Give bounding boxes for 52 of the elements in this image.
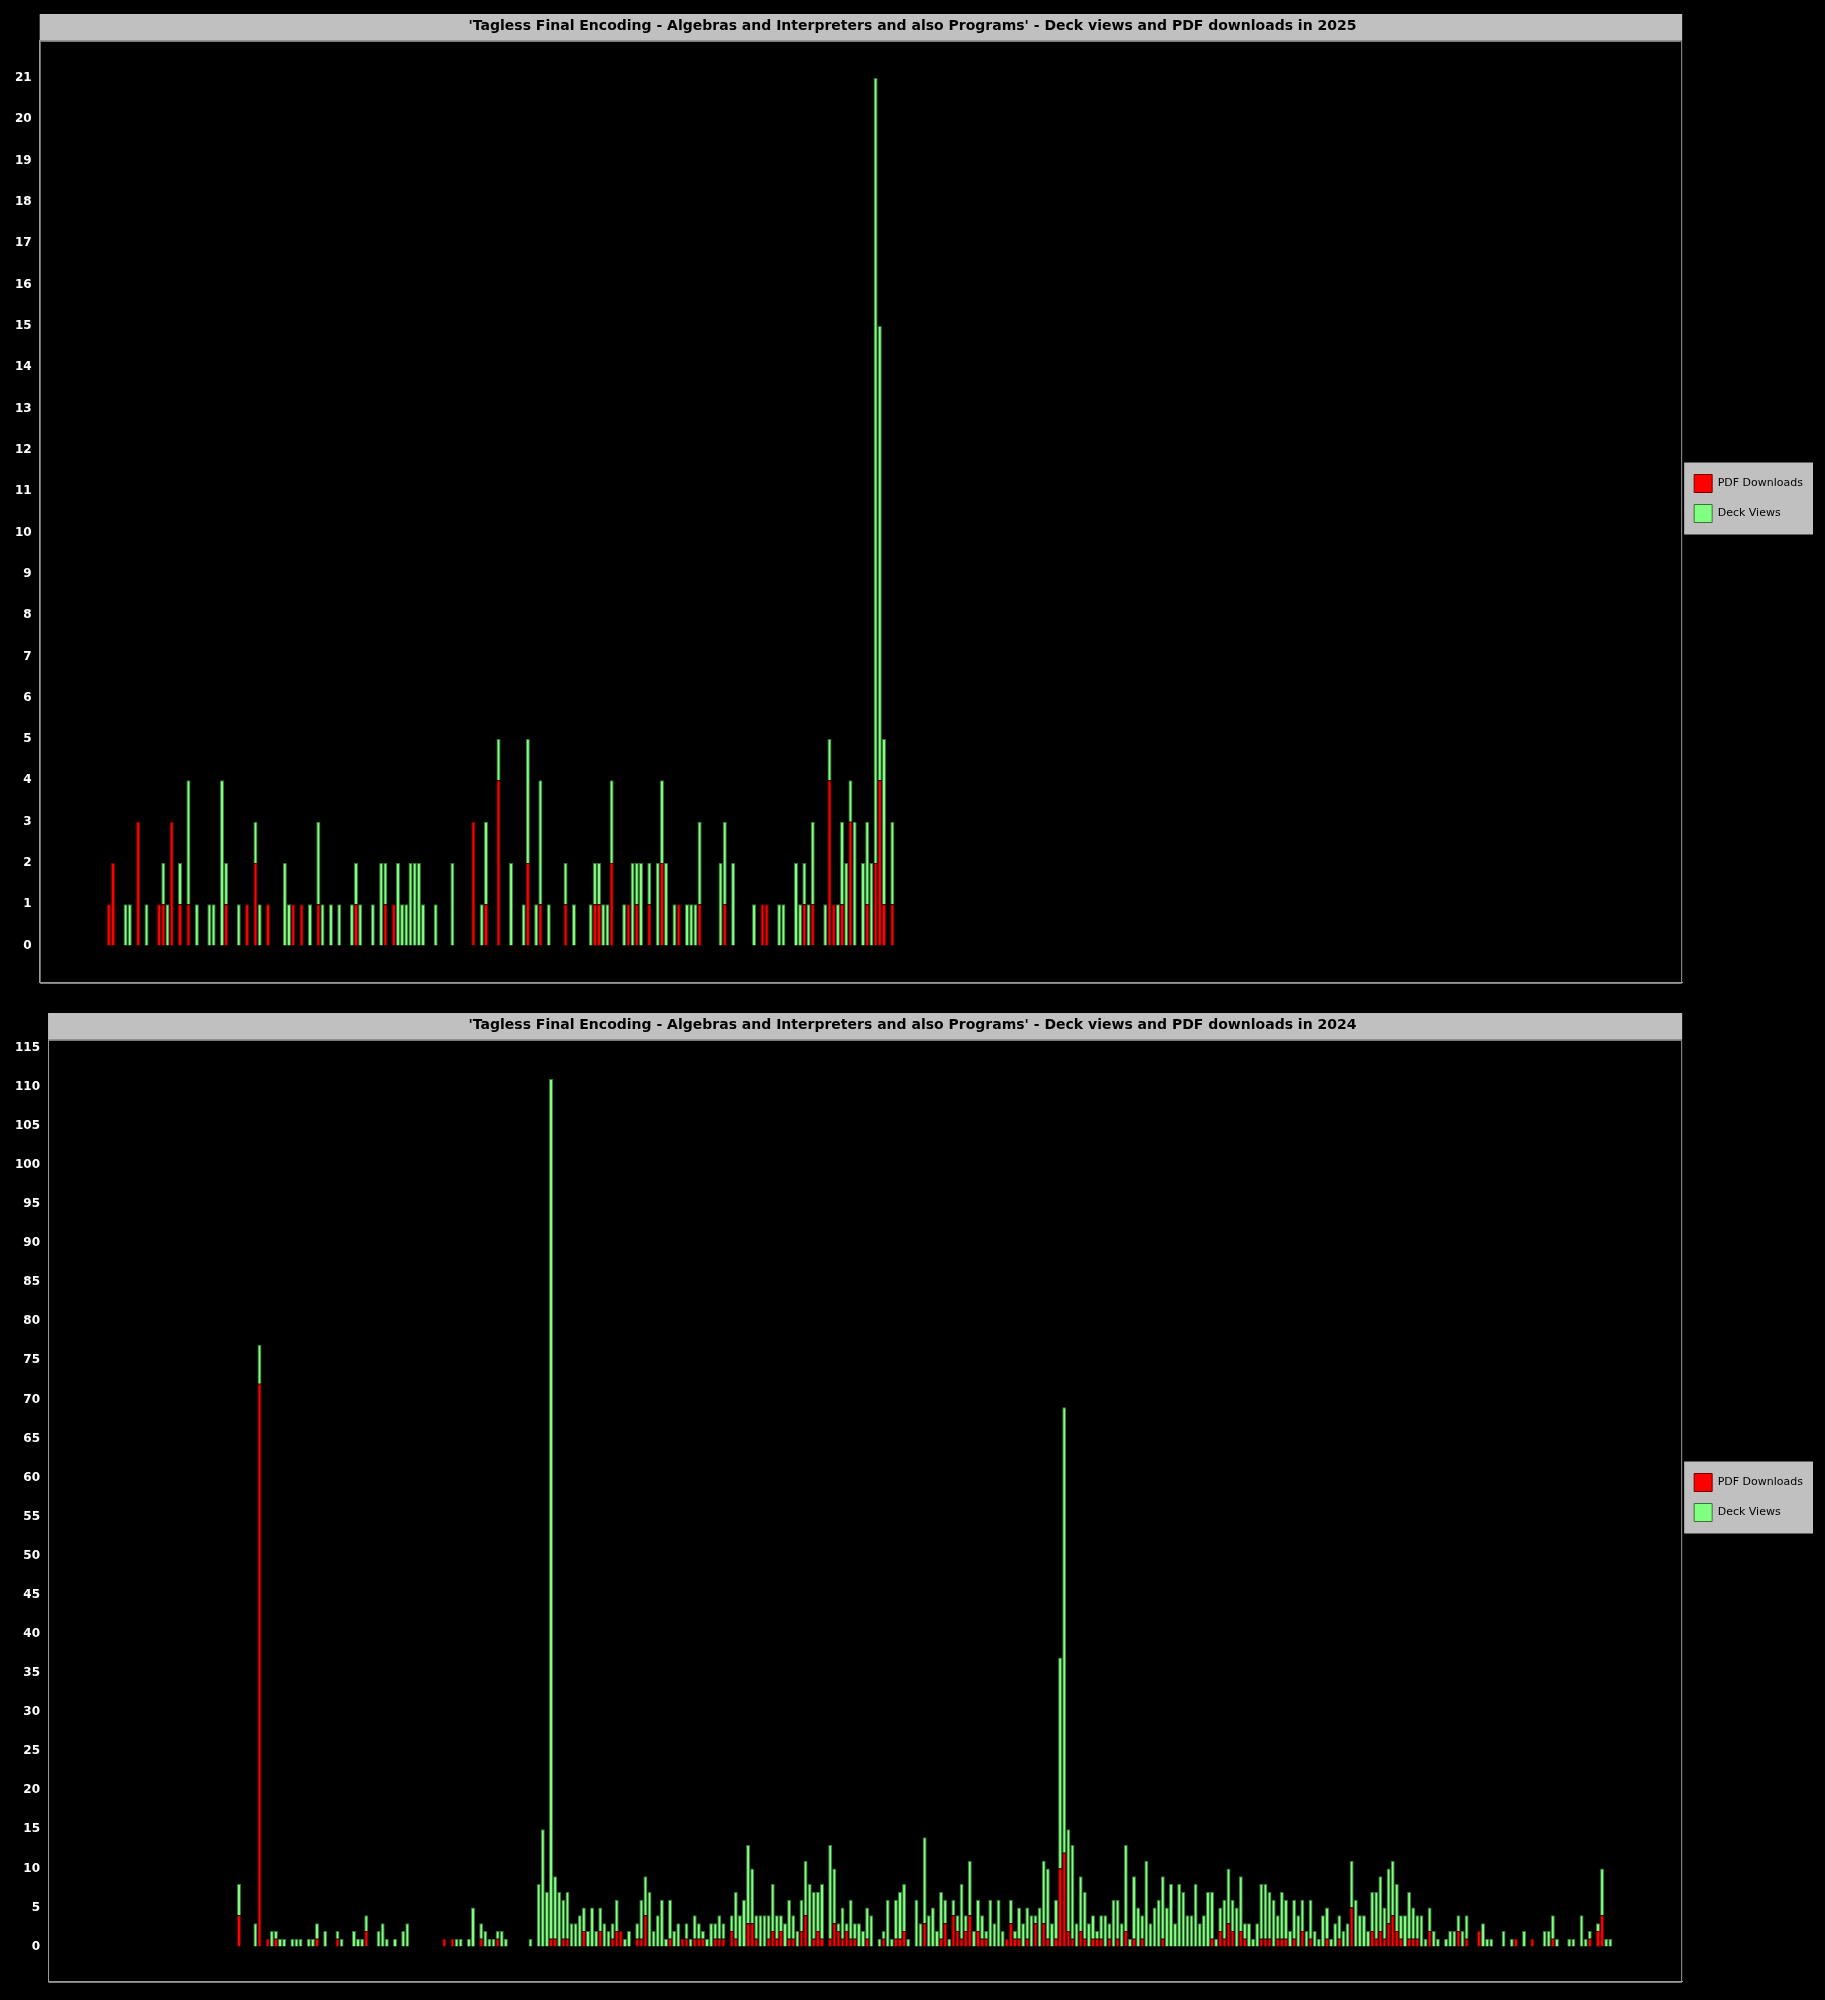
y-tick-label: 0 bbox=[23, 937, 32, 952]
y-tick-label: 70 bbox=[23, 1391, 41, 1406]
y-tick-label: 115 bbox=[14, 1039, 41, 1054]
y-tick-label: 100 bbox=[14, 1157, 41, 1171]
y-tick-label: 35 bbox=[23, 1665, 41, 1680]
y-tick-label: 85 bbox=[23, 1274, 41, 1289]
y-tick-label: 10 bbox=[23, 1860, 41, 1875]
y-tick-label: 18 bbox=[15, 194, 32, 209]
legend-label: Deck Views bbox=[1717, 1505, 1781, 1519]
y-tick-label: 45 bbox=[23, 1586, 41, 1601]
y-tick-label: 50 bbox=[23, 1547, 41, 1562]
y-tick-label: 95 bbox=[23, 1196, 41, 1211]
y-tick-label: 0 bbox=[31, 1938, 41, 1953]
y-tick-label: 15 bbox=[15, 318, 32, 332]
y-tick-label: 55 bbox=[23, 1508, 41, 1523]
y-tick-label: 13 bbox=[15, 400, 32, 415]
chart-title: 'Tagless Final Encoding - Algebras and Interpreters and also Programs' - Deck views and PDF downloads in 2024 bbox=[468, 1016, 1357, 1033]
y-tick-label: 110 bbox=[14, 1078, 41, 1093]
y-tick-label: 80 bbox=[23, 1313, 41, 1328]
y-tick-label: 5 bbox=[23, 731, 32, 746]
y-tick-label: 20 bbox=[23, 1782, 41, 1797]
y-tick-label: 60 bbox=[23, 1469, 41, 1484]
y-tick-label: 75 bbox=[23, 1352, 41, 1367]
y-tick-label: 20 bbox=[15, 111, 32, 126]
y-tick-label: 16 bbox=[15, 276, 32, 291]
y-tick-label: 25 bbox=[23, 1743, 41, 1758]
y-tick-label: 15 bbox=[23, 1821, 41, 1836]
y-tick-label: 2 bbox=[23, 855, 32, 870]
y-tick-label: 30 bbox=[23, 1704, 41, 1719]
y-tick-label: 11 bbox=[15, 483, 32, 498]
y-tick-label: 9 bbox=[23, 565, 32, 580]
y-tick-label: 5 bbox=[31, 1899, 41, 1914]
y-tick-label: 65 bbox=[23, 1430, 41, 1445]
y-tick-label: 1 bbox=[23, 896, 32, 911]
y-tick-label: 3 bbox=[23, 813, 32, 828]
y-tick-label: 12 bbox=[15, 441, 32, 456]
y-tick-label: 105 bbox=[14, 1117, 41, 1132]
y-tick-label: 40 bbox=[23, 1626, 41, 1641]
y-tick-label: 21 bbox=[15, 70, 32, 85]
y-tick-label: 90 bbox=[23, 1235, 41, 1250]
legend-label: Deck Views bbox=[1717, 506, 1781, 520]
y-tick-label: 8 bbox=[23, 607, 32, 622]
y-tick-label: 6 bbox=[23, 689, 32, 704]
y-tick-label: 4 bbox=[23, 772, 32, 787]
legend-label: PDF Downloads bbox=[1717, 1475, 1804, 1489]
y-tick-label: 17 bbox=[15, 235, 32, 250]
chart-title: 'Tagless Final Encoding - Algebras and Interpreters and also Programs' - Deck views and PDF downloads in 2025 bbox=[468, 17, 1357, 34]
y-tick-label: 7 bbox=[23, 648, 32, 663]
y-tick-label: 14 bbox=[15, 359, 32, 374]
legend-label: PDF Downloads bbox=[1717, 476, 1804, 490]
y-tick-label: 10 bbox=[15, 524, 32, 539]
y-tick-label: 19 bbox=[15, 152, 32, 167]
